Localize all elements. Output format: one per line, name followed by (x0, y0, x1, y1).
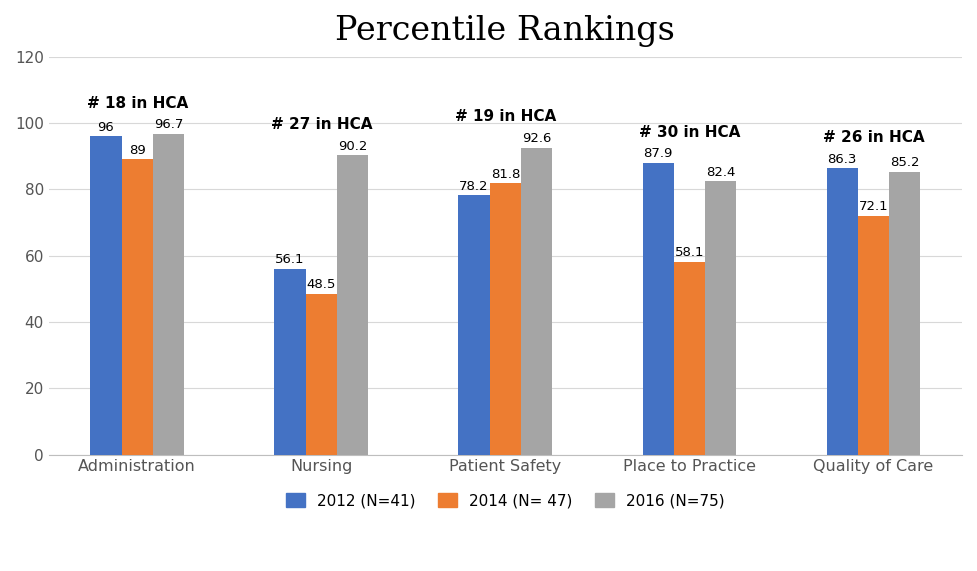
Text: 86.3: 86.3 (828, 153, 857, 166)
Bar (306, 294, 337, 455)
Text: # 30 in HCA: # 30 in HCA (639, 125, 741, 140)
Text: 89: 89 (129, 144, 146, 157)
Legend: 2012 (N=41), 2014 (N= 47), 2016 (N=75): 2012 (N=41), 2014 (N= 47), 2016 (N=75) (280, 488, 731, 514)
Bar (489, 183, 521, 455)
Bar (889, 172, 920, 455)
Text: # 27 in HCA: # 27 in HCA (271, 117, 372, 132)
Text: 81.8: 81.8 (490, 168, 520, 180)
Text: # 26 in HCA: # 26 in HCA (823, 130, 924, 145)
Text: # 18 in HCA: # 18 in HCA (87, 96, 188, 111)
Text: 78.2: 78.2 (459, 180, 488, 192)
Bar (521, 147, 552, 455)
Text: 92.6: 92.6 (522, 132, 551, 145)
Bar (858, 215, 889, 455)
Bar (827, 168, 858, 455)
Text: 56.1: 56.1 (276, 253, 305, 266)
Text: 90.2: 90.2 (338, 140, 367, 153)
Text: 96: 96 (98, 120, 114, 134)
Text: 85.2: 85.2 (890, 156, 919, 170)
Text: 72.1: 72.1 (859, 200, 888, 213)
Text: 58.1: 58.1 (675, 246, 704, 259)
Title: Percentile Rankings: Percentile Rankings (335, 15, 675, 47)
Text: 48.5: 48.5 (307, 278, 336, 291)
Bar (90, 136, 121, 455)
Bar (705, 182, 737, 455)
Text: 96.7: 96.7 (153, 118, 183, 131)
Bar (121, 159, 152, 455)
Bar (458, 195, 489, 455)
Text: 87.9: 87.9 (644, 147, 673, 160)
Bar (152, 134, 184, 455)
Text: # 19 in HCA: # 19 in HCA (454, 109, 556, 124)
Bar (337, 155, 368, 455)
Bar (275, 268, 306, 455)
Text: 82.4: 82.4 (706, 166, 736, 179)
Bar (643, 163, 674, 455)
Bar (674, 262, 705, 455)
